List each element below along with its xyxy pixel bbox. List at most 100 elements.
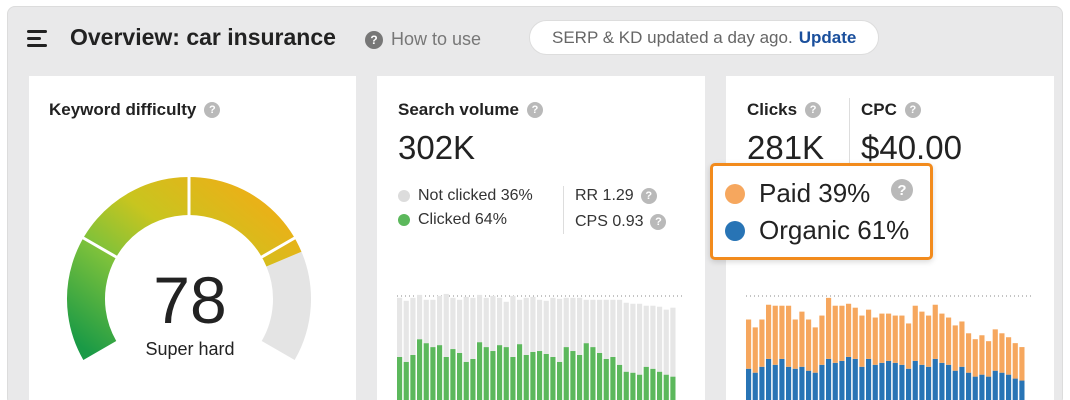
- bar-clicked[interactable]: [597, 352, 603, 400]
- bar-clicked[interactable]: [670, 376, 676, 400]
- bar-paid[interactable]: [746, 319, 752, 369]
- bar-paid[interactable]: [892, 315, 898, 363]
- bar-not-clicked[interactable]: [570, 297, 576, 352]
- bar-clicked[interactable]: [497, 345, 503, 400]
- bar-not-clicked[interactable]: [397, 297, 403, 357]
- bar-clicked[interactable]: [510, 356, 516, 400]
- bar-not-clicked[interactable]: [557, 298, 563, 362]
- bar-paid[interactable]: [932, 304, 938, 359]
- bar-paid[interactable]: [1012, 343, 1018, 379]
- bar-organic[interactable]: [832, 362, 838, 400]
- bar-clicked[interactable]: [543, 353, 549, 400]
- bar-not-clicked[interactable]: [503, 301, 509, 348]
- help-icon[interactable]: ?: [650, 214, 667, 230]
- bar-organic[interactable]: [786, 366, 792, 400]
- bar-not-clicked[interactable]: [450, 297, 456, 350]
- bar-paid[interactable]: [952, 325, 958, 371]
- bar-not-clicked[interactable]: [643, 305, 649, 367]
- bar-organic[interactable]: [839, 360, 845, 400]
- bar-clicked[interactable]: [530, 352, 536, 400]
- bar-paid[interactable]: [979, 335, 985, 375]
- bar-clicked[interactable]: [663, 374, 669, 400]
- help-icon[interactable]: ?: [904, 102, 921, 118]
- bar-organic[interactable]: [852, 358, 858, 400]
- hamburger-menu-icon[interactable]: [27, 29, 47, 47]
- bar-clicked[interactable]: [503, 347, 509, 400]
- update-button[interactable]: Update: [798, 27, 857, 47]
- bar-not-clicked[interactable]: [410, 297, 416, 355]
- bar-organic[interactable]: [912, 360, 918, 400]
- bar-clicked[interactable]: [450, 349, 456, 400]
- bar-clicked[interactable]: [657, 371, 663, 400]
- bar-not-clicked[interactable]: [597, 299, 603, 353]
- bar-organic[interactable]: [919, 364, 925, 400]
- bar-clicked[interactable]: [617, 364, 623, 400]
- bar-organic[interactable]: [866, 358, 872, 400]
- bar-not-clicked[interactable]: [403, 300, 409, 362]
- bar-organic[interactable]: [772, 364, 778, 400]
- bar-clicked[interactable]: [410, 354, 416, 400]
- bar-organic[interactable]: [959, 366, 965, 400]
- bar-organic[interactable]: [759, 366, 765, 400]
- bar-clicked[interactable]: [563, 347, 569, 400]
- bar-clicked[interactable]: [603, 358, 609, 400]
- bar-organic[interactable]: [819, 364, 825, 400]
- bar-paid[interactable]: [772, 305, 778, 365]
- bar-not-clicked[interactable]: [437, 295, 443, 346]
- bar-organic[interactable]: [1019, 380, 1025, 400]
- bar-clicked[interactable]: [437, 345, 443, 400]
- bar-not-clicked[interactable]: [617, 299, 623, 365]
- bar-organic[interactable]: [972, 376, 978, 400]
- bar-paid[interactable]: [779, 305, 785, 359]
- bar-not-clicked[interactable]: [463, 296, 469, 362]
- bar-not-clicked[interactable]: [510, 295, 516, 357]
- bar-organic[interactable]: [999, 372, 1005, 400]
- bar-clicked[interactable]: [570, 351, 576, 400]
- bar-organic[interactable]: [846, 356, 852, 400]
- bar-paid[interactable]: [786, 305, 792, 367]
- bar-organic[interactable]: [932, 358, 938, 400]
- help-icon[interactable]: ?: [640, 188, 657, 204]
- bar-organic[interactable]: [966, 372, 972, 400]
- bar-not-clicked[interactable]: [483, 297, 489, 348]
- bar-not-clicked[interactable]: [470, 297, 476, 359]
- bar-clicked[interactable]: [423, 343, 429, 400]
- bar-not-clicked[interactable]: [530, 296, 536, 352]
- bar-paid[interactable]: [879, 313, 885, 363]
- bar-paid[interactable]: [966, 333, 972, 373]
- bar-organic[interactable]: [806, 370, 812, 400]
- bar-clicked[interactable]: [417, 339, 423, 400]
- bar-paid[interactable]: [812, 327, 818, 373]
- bar-not-clicked[interactable]: [637, 303, 643, 375]
- bar-not-clicked[interactable]: [537, 299, 543, 352]
- bar-paid[interactable]: [872, 317, 878, 365]
- bar-paid[interactable]: [819, 315, 825, 365]
- help-icon[interactable]: ?: [526, 102, 543, 118]
- bar-not-clicked[interactable]: [583, 299, 589, 344]
- bar-paid[interactable]: [1006, 337, 1012, 375]
- bar-clicked[interactable]: [483, 347, 489, 400]
- bar-paid[interactable]: [926, 315, 932, 367]
- bar-organic[interactable]: [779, 358, 785, 400]
- bar-not-clicked[interactable]: [603, 299, 609, 359]
- bar-not-clicked[interactable]: [670, 307, 676, 377]
- bar-not-clicked[interactable]: [630, 303, 636, 373]
- bar-organic[interactable]: [872, 364, 878, 400]
- bar-not-clicked[interactable]: [517, 299, 523, 345]
- bar-paid[interactable]: [906, 323, 912, 369]
- bar-paid[interactable]: [826, 297, 832, 359]
- bar-paid[interactable]: [999, 333, 1005, 373]
- bar-organic[interactable]: [906, 368, 912, 400]
- bar-clicked[interactable]: [583, 343, 589, 400]
- bar-paid[interactable]: [899, 315, 905, 365]
- bar-clicked[interactable]: [550, 356, 556, 400]
- bar-not-clicked[interactable]: [563, 297, 569, 348]
- bar-clicked[interactable]: [477, 342, 483, 400]
- bar-organic[interactable]: [986, 376, 992, 400]
- bar-paid[interactable]: [799, 311, 805, 367]
- bar-organic[interactable]: [746, 368, 752, 400]
- bar-organic[interactable]: [939, 362, 945, 400]
- bar-clicked[interactable]: [397, 356, 403, 400]
- bar-clicked[interactable]: [557, 361, 563, 400]
- bar-paid[interactable]: [859, 315, 865, 367]
